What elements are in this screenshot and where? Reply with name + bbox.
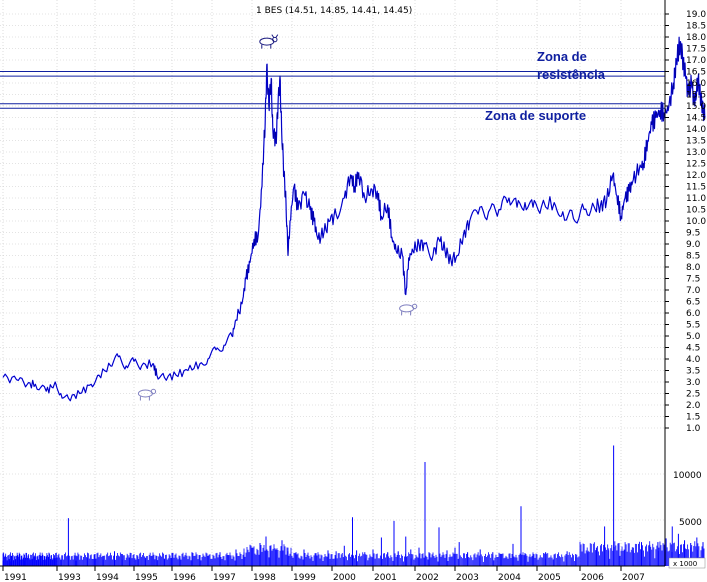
price-tick-label: 8.5 [686, 252, 700, 262]
year-tick-label: 1998 [253, 573, 276, 582]
price-tick-label: 7.0 [686, 286, 701, 296]
support-label: Zona de suporte [485, 108, 586, 123]
price-tick-label: 10.5 [686, 206, 706, 216]
price-tick-label: 7.5 [686, 275, 700, 285]
price-tick-label: 12.5 [686, 160, 706, 170]
price-tick-label: 2.0 [686, 401, 701, 411]
price-tick-label: 16.0 [686, 79, 706, 89]
price-tick-labels: 1.01.5 2.02.5 3.03.5 4.04.5 5.05.5 6.06.5 7.07… [686, 10, 706, 434]
price-tick-label: 14.5 [686, 114, 706, 124]
year-tick-label: 1997 [213, 573, 236, 582]
price-tick-label: 16.5 [686, 68, 706, 78]
zone-lines [0, 71, 665, 109]
price-tick-label: 11.5 [686, 183, 706, 193]
price-tick-label: 10.0 [686, 217, 706, 227]
year-tick-label: 1994 [96, 573, 119, 582]
year-tick-labels: 1991 1993 1994 1995 1996 1997 1998 1999 2000 2001… [4, 573, 645, 582]
price-tick-label: 6.0 [686, 309, 701, 319]
price-series-shadow [2, 37, 706, 402]
year-tick-label: 2007 [622, 573, 645, 582]
price-tick-label: 15.5 [686, 91, 706, 101]
price-tick-label: 19.0 [686, 10, 706, 20]
volume-unit-label: x 1000 [673, 560, 697, 568]
year-tick-label: 2000 [333, 573, 356, 582]
price-tick-label: 3.5 [686, 367, 700, 377]
resistance-label-line1: Zona de [537, 49, 587, 64]
price-tick-label: 4.5 [686, 344, 700, 354]
price-tick-label: 17.5 [686, 45, 706, 55]
price-tick-label: 13.0 [686, 148, 706, 158]
price-tick-label: 5.0 [686, 332, 701, 342]
year-tick-label: 1996 [173, 573, 196, 582]
year-tick-label: 2003 [456, 573, 479, 582]
volume-unit-box [668, 557, 706, 569]
price-tick-label: 9.5 [686, 229, 700, 239]
price-tick-label: 1.5 [686, 413, 700, 423]
price-tick-label: 3.0 [686, 378, 701, 388]
price-tick-label: 17.0 [686, 56, 706, 66]
year-tick-label: 2001 [374, 573, 397, 582]
price-layer [2, 36, 706, 402]
year-tick-label: 2005 [538, 573, 561, 582]
price-tick-label: 14.0 [686, 125, 706, 135]
icon-layer [137, 34, 418, 401]
grid-layer [0, 0, 669, 571]
price-tick-label: 4.0 [686, 355, 701, 365]
price-tick-label: 6.5 [686, 298, 700, 308]
year-tick-label: 2004 [498, 573, 521, 582]
price-tick-label: 18.5 [686, 22, 706, 32]
price-tick-label: 15.0 [686, 102, 706, 112]
price-tick-label: 11.0 [686, 194, 706, 204]
price-tick-label: 13.5 [686, 137, 706, 147]
volume-tick-5000: 5000 [679, 518, 702, 528]
price-tick-label: 9.0 [686, 240, 701, 250]
price-tick-label: 8.0 [686, 263, 701, 273]
price-tick-label: 2.5 [686, 390, 700, 400]
price-tick-label: 12.0 [686, 171, 706, 181]
volume-tick-10000: 10000 [673, 471, 702, 481]
volume-layer [2, 445, 705, 566]
price-tick-label: 18.0 [686, 33, 706, 43]
year-tick-label: 2006 [581, 573, 604, 582]
resistance-label-line2: resistência [537, 67, 606, 82]
year-tick-label: 1995 [135, 573, 158, 582]
chart-title: 1 BES (14.51, 14.85, 14.41, 14.45) [256, 6, 412, 16]
bear-icon [399, 303, 418, 316]
price-tick-label: 5.5 [686, 321, 700, 331]
bear-icon [137, 388, 157, 401]
year-tick-label: 1993 [58, 573, 81, 582]
year-tick-label: 2002 [416, 573, 439, 582]
year-tick-label: 1999 [293, 573, 316, 582]
price-tick-label: 1.0 [686, 424, 701, 434]
bull-icon [259, 34, 279, 49]
year-tick-label: 1991 [4, 573, 27, 582]
